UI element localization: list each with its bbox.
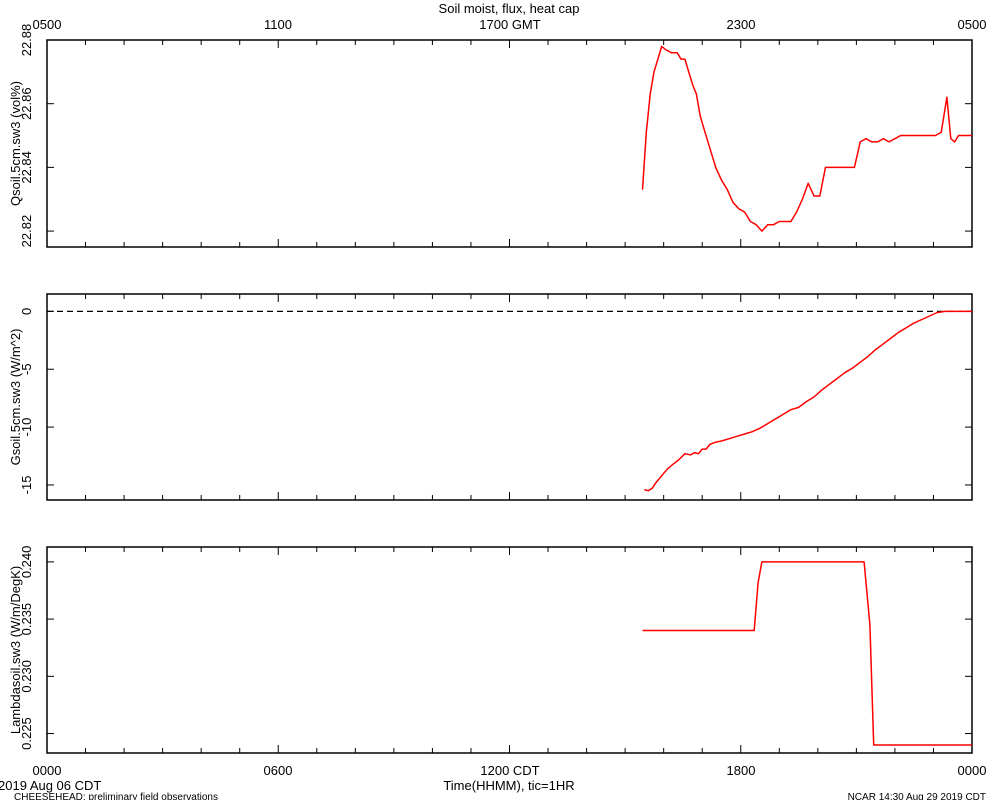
top-tick-label: 0500 (33, 17, 62, 32)
y-tick-label: 22.86 (19, 87, 34, 120)
footer-project: CHEESEHEAD: preliminary field observatio… (14, 792, 218, 800)
bottom-tick-label: 0000 (33, 763, 62, 778)
y-tick-label: -15 (19, 476, 34, 495)
y-tick-label: -5 (19, 363, 34, 375)
bottom-tick-label: 0600 (264, 763, 293, 778)
y-tick-label: 0.235 (19, 603, 34, 636)
top-axis-tick-labels: 0500 1100 1700 GMT 2300 0500 (33, 17, 987, 32)
top-tick-label: 1100 (264, 17, 292, 32)
y-tick-label: 0.230 (19, 660, 34, 693)
y-axis-label: Gsoil.5cm.sw3 (W/m^2) (8, 329, 23, 466)
y-tick-label: 0.225 (19, 717, 34, 750)
panel-soil-moisture: 22.82 22.84 22.86 22.88 Qsoil.5cm.sw3 (vol%) (8, 24, 973, 248)
y-tick-label: 0.240 (19, 546, 34, 579)
y-tick-label: 22.82 (19, 215, 34, 248)
panel-soil-heat-flux: 0 -5 -10 -15 Gsoil.5cm.sw3 (W/m^2) (8, 293, 973, 501)
y-axis-label: Qsoil.5cm.sw3 (vol%) (8, 81, 23, 206)
top-tick-label: 1700 GMT (479, 17, 540, 32)
series-line (642, 561, 972, 746)
y-axis-label: Lambdasoil.sw3 (W/m/DegK) (8, 566, 23, 734)
y-tick-label: 22.84 (19, 151, 34, 184)
x-axis-label: Time(HHMM), tic=1HR (443, 778, 574, 793)
top-tick-label: 0500 (958, 17, 987, 32)
chart-title: Soil moist, flux, heat cap (439, 1, 580, 16)
footer-date: 2019 Aug 06 CDT (0, 778, 101, 793)
plot-frame (46, 293, 973, 501)
y-tick-label: -10 (19, 418, 34, 437)
series-line (641, 45, 972, 232)
top-tick-label: 2300 (727, 17, 756, 32)
y-tick-label: 0 (19, 308, 34, 315)
y-tick-label: 22.88 (19, 24, 34, 57)
bottom-axis-tick-labels: 0000 0600 1200 CDT 1800 0000 (33, 763, 987, 778)
plot-frame (46, 546, 973, 754)
footer-stamp: NCAR 14:30 Aug 29 2019 CDT (848, 792, 986, 800)
bottom-tick-label: 1200 CDT (480, 763, 539, 778)
bottom-tick-label: 1800 (727, 763, 756, 778)
bottom-tick-label: 0000 (958, 763, 987, 778)
series-line (644, 310, 972, 492)
plot-frame (46, 39, 973, 248)
